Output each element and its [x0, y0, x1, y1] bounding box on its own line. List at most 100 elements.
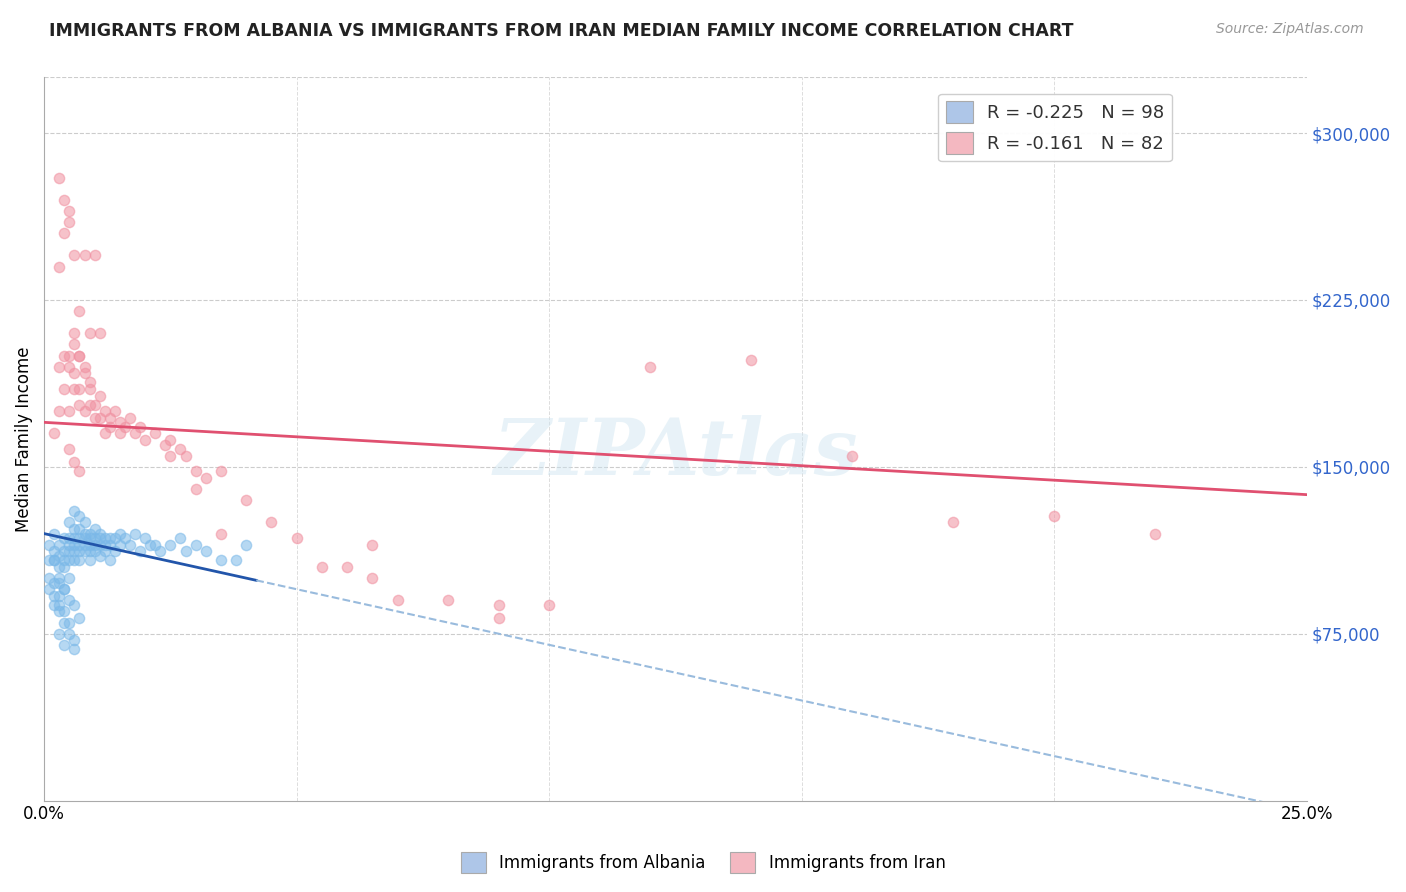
Point: [159, 433, 181, 447]
Point: [73, 404, 96, 418]
Point: [387, 593, 409, 607]
Point: [740, 353, 762, 368]
Point: [104, 531, 127, 545]
Point: [53, 544, 76, 558]
Point: [53, 582, 76, 597]
Point: [89, 531, 111, 545]
Point: [63, 642, 86, 657]
Point: [48, 538, 70, 552]
Point: [53, 582, 76, 597]
Point: [63, 367, 86, 381]
Point: [38, 538, 60, 552]
Point: [58, 442, 80, 456]
Point: [63, 504, 86, 518]
Point: [129, 544, 152, 558]
Point: [48, 575, 70, 590]
Point: [73, 248, 96, 262]
Point: [108, 426, 131, 441]
Point: [63, 522, 86, 536]
Y-axis label: Median Family Income: Median Family Income: [15, 346, 32, 532]
Point: [108, 538, 131, 552]
Point: [69, 544, 91, 558]
Point: [69, 538, 91, 552]
Point: [98, 553, 121, 567]
Point: [79, 382, 101, 396]
Text: ZIPAtlas: ZIPAtlas: [494, 416, 858, 491]
Point: [44, 553, 66, 567]
Point: [89, 538, 111, 552]
Point: [83, 531, 105, 545]
Point: [169, 531, 191, 545]
Point: [194, 544, 217, 558]
Point: [169, 442, 191, 456]
Point: [209, 464, 232, 478]
Point: [69, 522, 91, 536]
Point: [134, 433, 156, 447]
Point: [44, 575, 66, 590]
Point: [69, 349, 91, 363]
Point: [69, 611, 91, 625]
Point: [638, 359, 661, 374]
Point: [361, 571, 384, 585]
Text: Source: ZipAtlas.com: Source: ZipAtlas.com: [1216, 22, 1364, 37]
Point: [44, 544, 66, 558]
Point: [44, 553, 66, 567]
Point: [83, 538, 105, 552]
Point: [48, 560, 70, 574]
Point: [48, 598, 70, 612]
Point: [79, 526, 101, 541]
Point: [93, 544, 115, 558]
Point: [83, 544, 105, 558]
Point: [194, 471, 217, 485]
Legend: Immigrants from Albania, Immigrants from Iran: Immigrants from Albania, Immigrants from…: [454, 846, 952, 880]
Point: [44, 589, 66, 603]
Point: [93, 531, 115, 545]
Point: [184, 464, 207, 478]
Point: [89, 410, 111, 425]
Point: [104, 404, 127, 418]
Point: [63, 248, 86, 262]
Point: [38, 553, 60, 567]
Point: [209, 526, 232, 541]
Point: [108, 526, 131, 541]
Point: [69, 398, 91, 412]
Point: [114, 531, 136, 545]
Point: [260, 516, 283, 530]
Point: [174, 449, 197, 463]
Point: [155, 437, 177, 451]
Point: [58, 349, 80, 363]
Point: [58, 516, 80, 530]
Point: [143, 538, 166, 552]
Point: [159, 449, 181, 463]
Point: [53, 226, 76, 240]
Point: [63, 553, 86, 567]
Point: [53, 560, 76, 574]
Point: [437, 593, 460, 607]
Point: [58, 404, 80, 418]
Point: [174, 544, 197, 558]
Point: [58, 571, 80, 585]
Point: [58, 538, 80, 552]
Point: [184, 538, 207, 552]
Point: [73, 531, 96, 545]
Point: [124, 526, 146, 541]
Point: [942, 516, 965, 530]
Point: [63, 598, 86, 612]
Point: [73, 526, 96, 541]
Point: [48, 260, 70, 274]
Point: [98, 410, 121, 425]
Point: [79, 398, 101, 412]
Point: [63, 337, 86, 351]
Point: [83, 248, 105, 262]
Text: IMMIGRANTS FROM ALBANIA VS IMMIGRANTS FROM IRAN MEDIAN FAMILY INCOME CORRELATION: IMMIGRANTS FROM ALBANIA VS IMMIGRANTS FR…: [49, 22, 1074, 40]
Point: [114, 419, 136, 434]
Point: [361, 538, 384, 552]
Point: [209, 553, 232, 567]
Point: [118, 410, 141, 425]
Point: [89, 326, 111, 341]
Point: [336, 560, 359, 574]
Point: [311, 560, 333, 574]
Point: [79, 326, 101, 341]
Point: [63, 455, 86, 469]
Point: [73, 359, 96, 374]
